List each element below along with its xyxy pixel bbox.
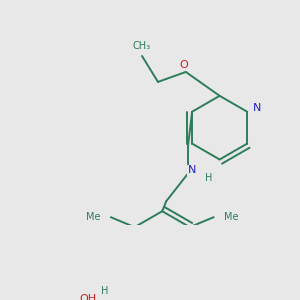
Text: Me: Me — [224, 212, 238, 222]
Text: OH: OH — [80, 294, 97, 300]
Text: N: N — [253, 103, 261, 113]
Text: CH₃: CH₃ — [133, 41, 151, 51]
Text: H: H — [205, 173, 212, 183]
Text: H: H — [101, 286, 109, 296]
Text: Me: Me — [86, 212, 101, 222]
Text: O: O — [179, 60, 188, 70]
Text: N: N — [188, 165, 196, 175]
